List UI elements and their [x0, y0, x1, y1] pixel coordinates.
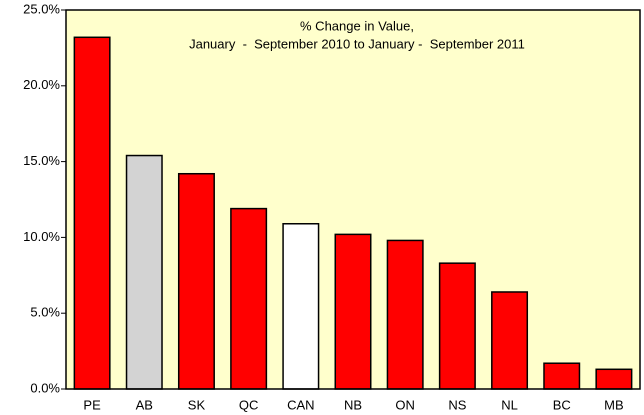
- chart-title: January - September 2010 to January - Se…: [189, 36, 525, 51]
- chart-title: % Change in Value,: [300, 18, 414, 33]
- y-tick-label: 20.0%: [23, 77, 60, 92]
- plot-border: [65, 9, 641, 390]
- y-tick-label: 0.0%: [30, 380, 60, 395]
- x-tick-label: NL: [501, 397, 518, 412]
- y-tick-label: 15.0%: [23, 153, 60, 168]
- bar: [543, 362, 581, 390]
- bar: [438, 262, 476, 390]
- bar: [73, 36, 111, 390]
- x-tick-label: QC: [239, 397, 259, 412]
- x-tick-label: ON: [395, 397, 415, 412]
- x-tick-label: SK: [188, 397, 206, 412]
- x-tick-label: NS: [448, 397, 466, 412]
- bar: [125, 154, 163, 390]
- x-tick-label: BC: [553, 397, 571, 412]
- x-tick-label: NB: [344, 397, 362, 412]
- y-tick-label: 5.0%: [30, 305, 60, 320]
- x-tick-label: PE: [83, 397, 101, 412]
- x-tick-label: MB: [604, 397, 624, 412]
- x-tick-label: CAN: [287, 397, 314, 412]
- y-tick-label: 25.0%: [23, 1, 60, 16]
- bar: [491, 291, 529, 390]
- bar: [282, 223, 320, 390]
- bar: [386, 239, 424, 390]
- x-tick-label: AB: [136, 397, 153, 412]
- bar: [334, 233, 372, 390]
- bar: [595, 368, 633, 390]
- bar: [230, 207, 268, 390]
- bar: [177, 172, 215, 390]
- y-tick-label: 10.0%: [23, 229, 60, 244]
